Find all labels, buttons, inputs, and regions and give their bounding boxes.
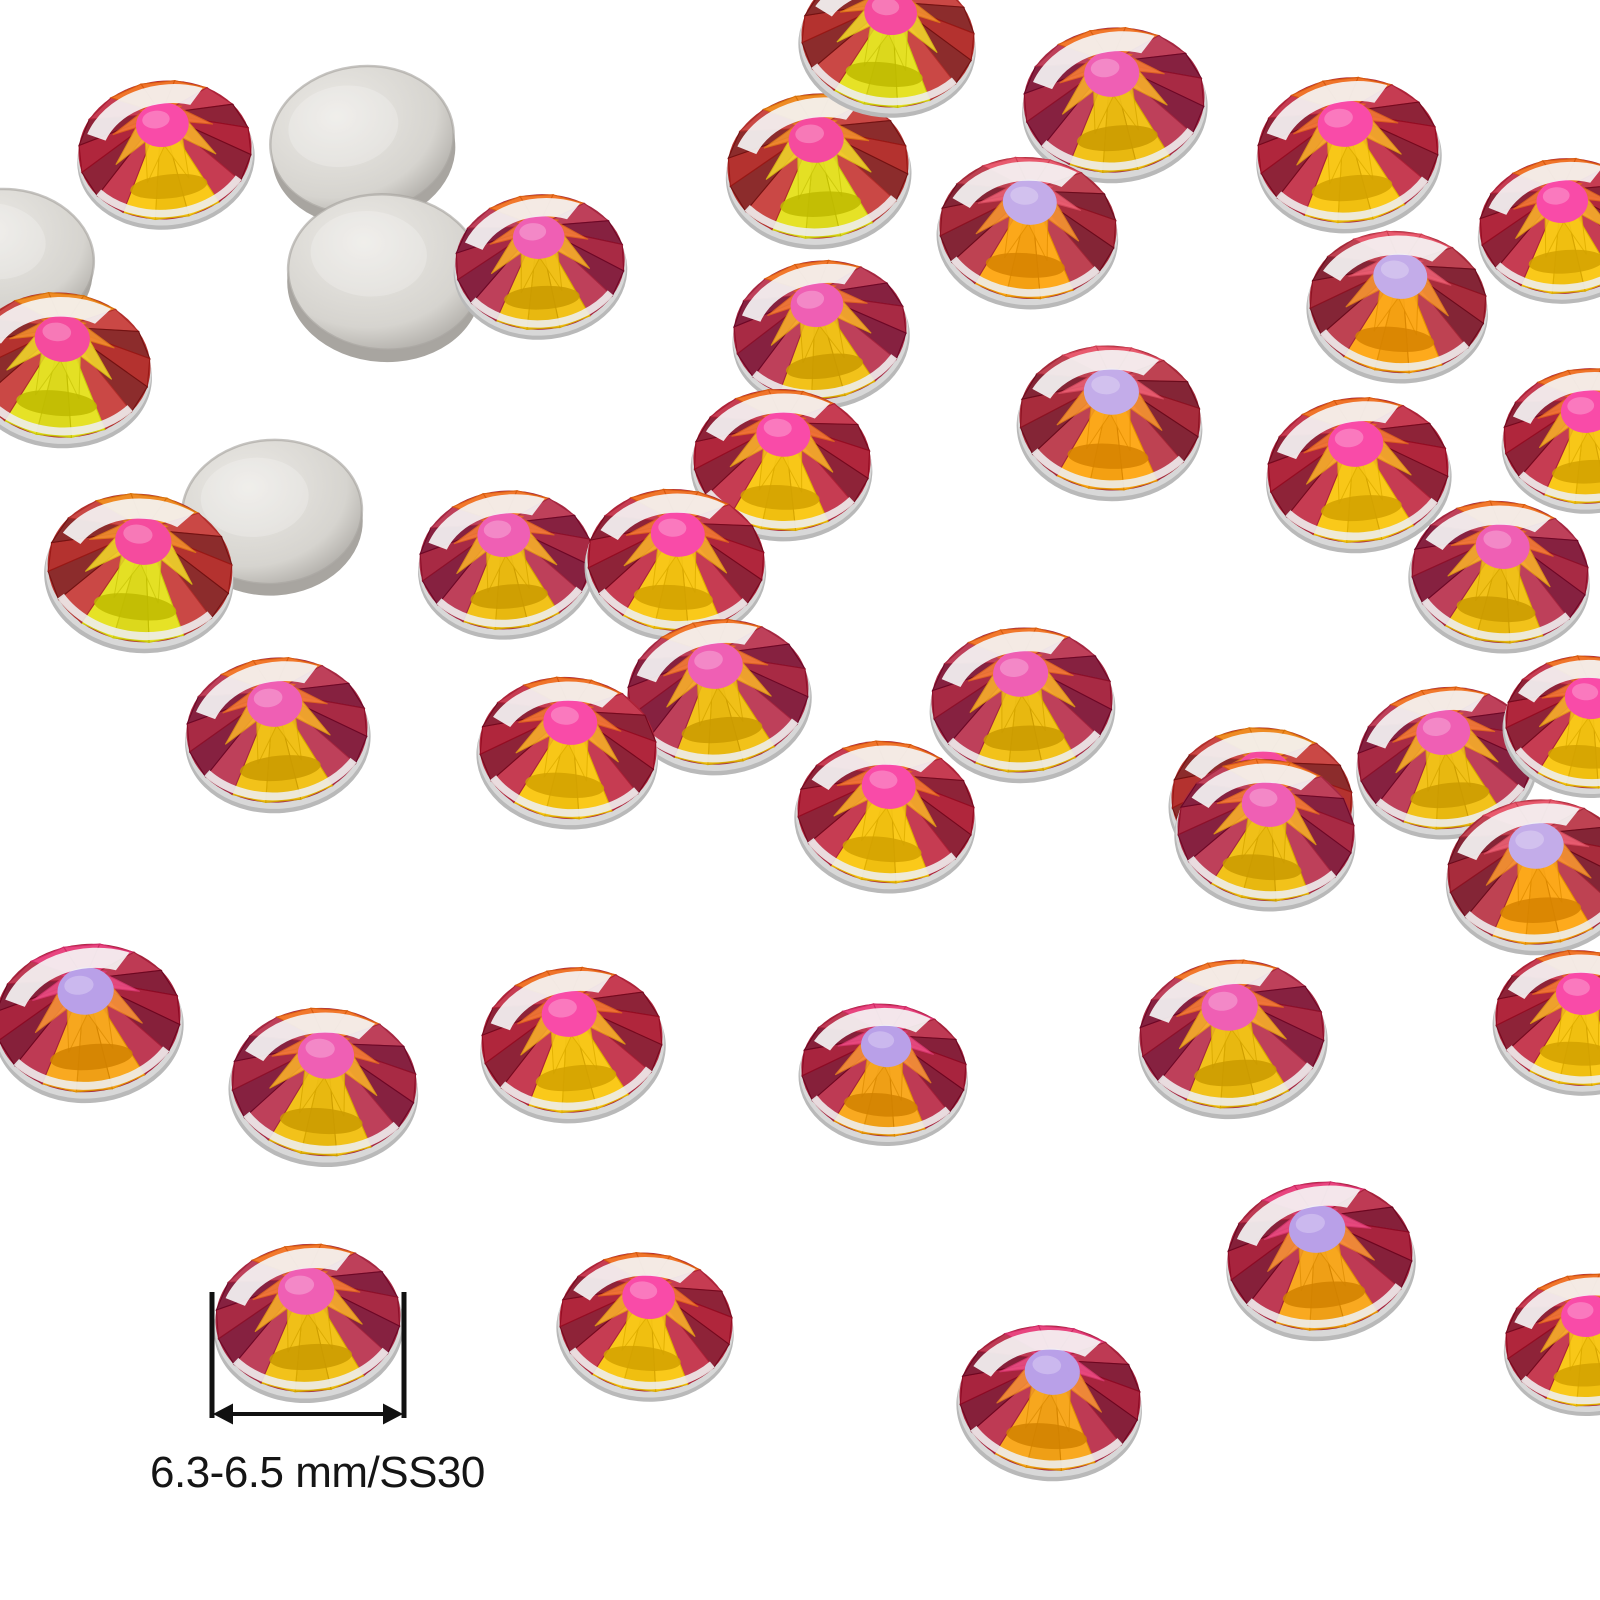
stone-bl-2 [228, 1007, 419, 1168]
stone-tl-4 [44, 493, 234, 654]
stone-br-5 [1503, 1273, 1600, 1417]
stone-tr-4 [1306, 230, 1488, 384]
stone-bl-1 [0, 943, 184, 1104]
stone-tc-8 [476, 676, 658, 830]
stone-br-3 [1226, 1181, 1416, 1342]
stone-tr-6 [1016, 345, 1203, 502]
stone-back-top-a [269, 64, 456, 226]
stone-tc-7 [626, 618, 812, 776]
stone-tl-3 [453, 194, 628, 340]
stone-tr-12 [1502, 655, 1600, 799]
stone-tc-4 [690, 388, 873, 542]
stone-tr-11 [1356, 686, 1538, 840]
stone-tr-14 [1174, 758, 1356, 912]
stone-tr-2 [936, 156, 1119, 310]
stone-br-4 [956, 1324, 1142, 1482]
stone-tl-5 [185, 656, 371, 814]
stone-back-top-b [286, 193, 484, 363]
stone-tc-2 [798, 0, 976, 118]
stone-tc-5 [418, 490, 596, 640]
stone-tr-13 [1445, 799, 1600, 956]
stone-bl-5 [213, 1243, 404, 1404]
stone-bl-3 [480, 966, 666, 1124]
stone-tr-3 [1256, 76, 1442, 234]
stone-tc-10 [794, 740, 976, 894]
stone-tc-1 [725, 93, 912, 250]
stone-br-1 [1138, 959, 1328, 1120]
stone-tr-9 [1501, 368, 1600, 514]
stone-tc-9 [929, 627, 1116, 784]
stone-tc-3 [732, 259, 910, 410]
stone-tr-1 [1022, 26, 1208, 184]
stone-br-2 [1492, 949, 1600, 1096]
stone-bl-4 [798, 1003, 968, 1147]
stone-tl-2 [0, 291, 152, 449]
stone-tr-5 [1477, 157, 1600, 304]
size-label: 6.3-6.5 mm/SS30 [150, 1448, 485, 1497]
stone-tr-8 [1408, 500, 1590, 654]
stone-tl-1 [77, 79, 255, 230]
stone-tr-7 [1266, 396, 1452, 554]
stone-bl-6 [556, 1251, 734, 1402]
stone-tc-6 [584, 488, 767, 642]
